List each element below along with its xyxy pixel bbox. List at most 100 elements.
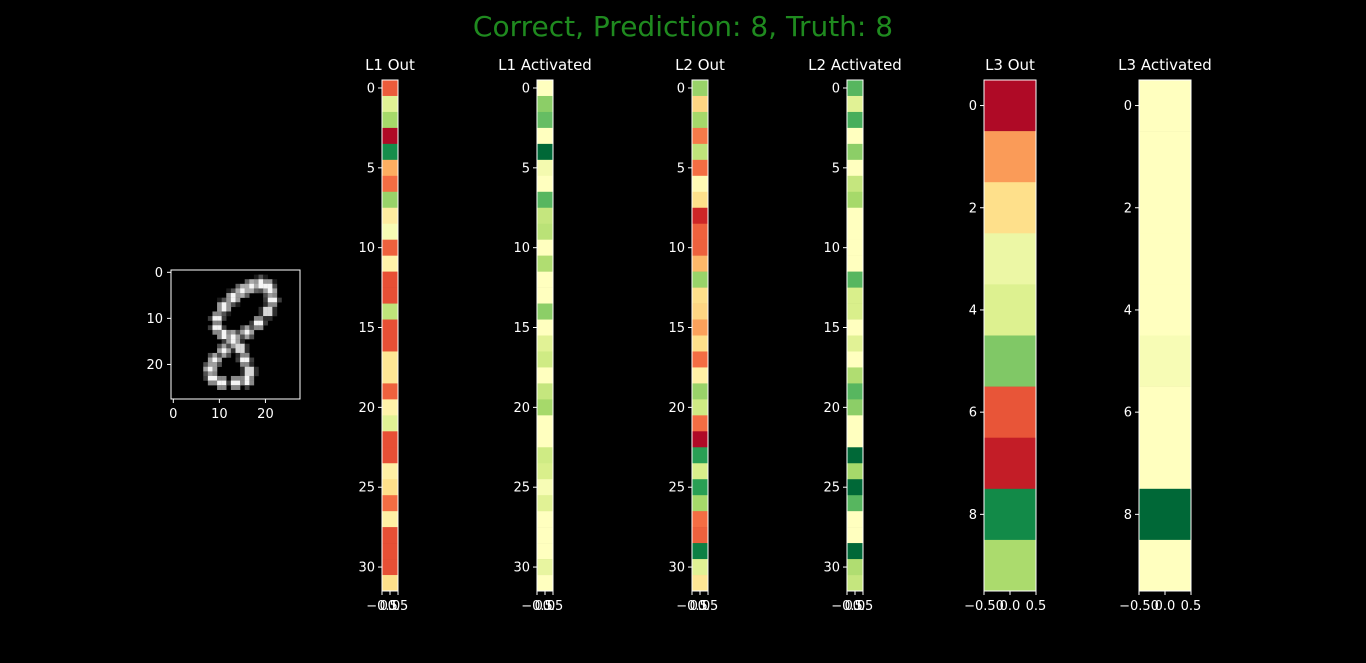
pixel-cell bbox=[267, 288, 273, 294]
panel-l2-activated: L2 Activated 0 5 10 15 20 25 30 −0.50.00.5 bbox=[808, 56, 902, 614]
pixel-cell bbox=[263, 320, 268, 326]
panel-l2-out: L2 Out 0 5 10 15 20 25 30 −0.50.00.5 bbox=[668, 56, 725, 614]
heat-cell bbox=[537, 271, 553, 288]
heat-cell bbox=[692, 191, 708, 209]
pixel-cell bbox=[272, 283, 278, 289]
pixel-cell bbox=[249, 325, 255, 331]
pixel-cell bbox=[221, 334, 227, 340]
pixel-cell bbox=[212, 380, 218, 386]
pixel-cell bbox=[240, 339, 245, 344]
heat-cell bbox=[692, 159, 708, 177]
heat-cell bbox=[692, 367, 708, 384]
heat-cell bbox=[382, 399, 398, 416]
pixel-cell bbox=[230, 329, 236, 335]
y-tick-label: 20 bbox=[358, 401, 375, 416]
heat-cell bbox=[847, 207, 863, 225]
y-tick-label: 25 bbox=[358, 481, 375, 496]
heat-cell bbox=[692, 527, 708, 544]
heat-cell bbox=[537, 239, 553, 256]
pixel-cell bbox=[253, 279, 259, 285]
x-tick-label: 0.5 bbox=[388, 599, 409, 614]
heat-cell bbox=[692, 543, 708, 560]
heat-cell bbox=[692, 575, 708, 592]
heat-cell bbox=[984, 80, 1036, 132]
pixel-cell bbox=[217, 334, 222, 340]
heat-cell bbox=[692, 447, 708, 464]
pixel-cell bbox=[244, 385, 250, 390]
pixel-cell bbox=[276, 297, 282, 303]
pixel-cell bbox=[258, 320, 264, 326]
pixel-cell bbox=[258, 288, 264, 294]
heat-cell bbox=[382, 447, 398, 464]
heat-cell bbox=[382, 431, 398, 448]
pixel-cell bbox=[263, 274, 268, 280]
pixel-cell bbox=[217, 316, 222, 321]
heat-cell bbox=[847, 383, 863, 400]
heat-cell bbox=[847, 95, 863, 113]
pixel-cell bbox=[212, 316, 218, 321]
heat-cell bbox=[382, 495, 398, 512]
pixel-cell bbox=[226, 288, 232, 294]
heat-cell bbox=[382, 303, 398, 320]
pixel-cell bbox=[221, 329, 227, 335]
pixel-cell bbox=[240, 293, 245, 298]
heat-cell bbox=[382, 351, 398, 368]
pixel-cell bbox=[212, 371, 218, 377]
heat-cell bbox=[537, 383, 553, 400]
heat-cell bbox=[382, 95, 398, 113]
heat-cell bbox=[984, 488, 1036, 541]
heat-cell bbox=[692, 319, 708, 336]
panel-title: L2 Out bbox=[675, 56, 725, 74]
pixel-cell bbox=[221, 352, 227, 358]
pixel-cell bbox=[203, 375, 209, 381]
heat-cell bbox=[382, 175, 398, 193]
heat-cell bbox=[984, 284, 1036, 336]
heat-cell bbox=[537, 559, 553, 576]
y-tick-label: 5 bbox=[832, 161, 840, 176]
heat-cell bbox=[382, 207, 398, 225]
y-tick-label: 30 bbox=[823, 561, 840, 576]
heat-cell bbox=[847, 463, 863, 480]
panel-l3-out: L3 Out 0 2 4 6 8 −0.500.0 0.5 bbox=[964, 56, 1046, 614]
pixel-cell bbox=[212, 357, 218, 363]
pixel-cell bbox=[217, 297, 222, 303]
pixel-cell bbox=[221, 302, 227, 308]
y-tick-label: 0 bbox=[677, 81, 685, 96]
heat-cell bbox=[984, 437, 1036, 490]
pixel-cell bbox=[263, 306, 268, 312]
pixel-cell bbox=[221, 343, 227, 349]
pixel-cell bbox=[217, 311, 222, 317]
pixel-cell bbox=[230, 339, 236, 344]
pixel-cell bbox=[217, 375, 222, 381]
pixel-cell bbox=[249, 283, 255, 289]
y-tick-label: 0 bbox=[367, 81, 375, 96]
panel-l1-out: L1 Out 0 5 10 15 20 25 30 −0.50.00.5 bbox=[358, 56, 415, 614]
pixel-cell bbox=[235, 329, 241, 335]
heat-cell bbox=[382, 415, 398, 432]
heat-cell bbox=[692, 223, 708, 240]
heat-cell bbox=[692, 95, 708, 113]
pixel-cell bbox=[240, 288, 245, 294]
heat-cell bbox=[537, 575, 553, 592]
pixel-cell bbox=[240, 362, 245, 367]
pixel-cell bbox=[235, 348, 241, 354]
heat-cell bbox=[537, 447, 553, 464]
heat-cell bbox=[847, 255, 863, 272]
pixel-cell bbox=[263, 288, 268, 294]
pixel-cell bbox=[244, 348, 250, 354]
pixel-cell bbox=[272, 297, 278, 303]
heat-cell bbox=[984, 131, 1036, 183]
y-tick-label: 6 bbox=[969, 406, 977, 421]
pixel-cell bbox=[235, 283, 241, 289]
heat-cell bbox=[382, 143, 398, 161]
y-tick-label: 15 bbox=[668, 321, 685, 336]
heat-cell bbox=[382, 511, 398, 528]
heat-cell bbox=[847, 511, 863, 528]
y-tick-label: 10 bbox=[513, 241, 530, 256]
pixel-cell bbox=[207, 380, 213, 386]
pixel-cell bbox=[212, 311, 218, 317]
y-tick-label: 0 bbox=[155, 266, 163, 281]
pixel-cell bbox=[267, 279, 273, 285]
heat-cell bbox=[847, 447, 863, 464]
pixel-cell bbox=[235, 297, 241, 303]
